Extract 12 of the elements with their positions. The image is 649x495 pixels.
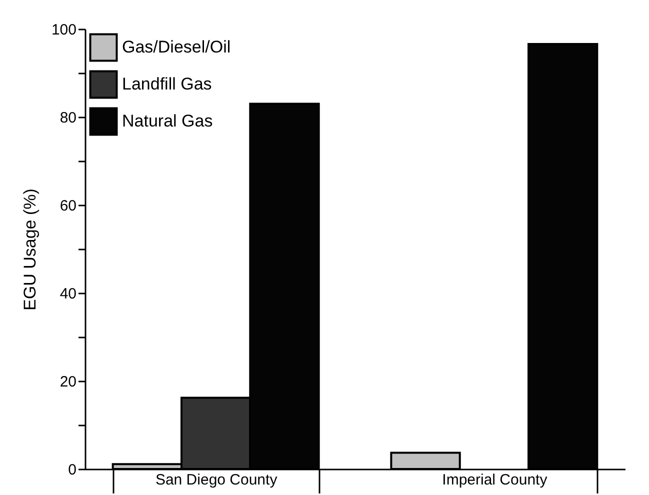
y-axis-title: EGU Usage (%) [20, 188, 40, 310]
legend-label: Gas/Diesel/Oil [122, 38, 231, 56]
x-tick-label: Imperial County [442, 472, 548, 488]
y-tick-label: 20 [60, 374, 76, 390]
legend-label: Landfill Gas [122, 74, 212, 94]
x-tick-label: San Diego County [155, 472, 278, 488]
y-tick-label: 40 [60, 286, 76, 302]
y-tick-label: 80 [60, 110, 76, 126]
y-tick-label: 100 [51, 22, 76, 38]
y-tick-label: 0 [68, 462, 76, 478]
y-tick-label: 60 [60, 198, 76, 214]
legend-label: Natural Gas [122, 112, 213, 130]
